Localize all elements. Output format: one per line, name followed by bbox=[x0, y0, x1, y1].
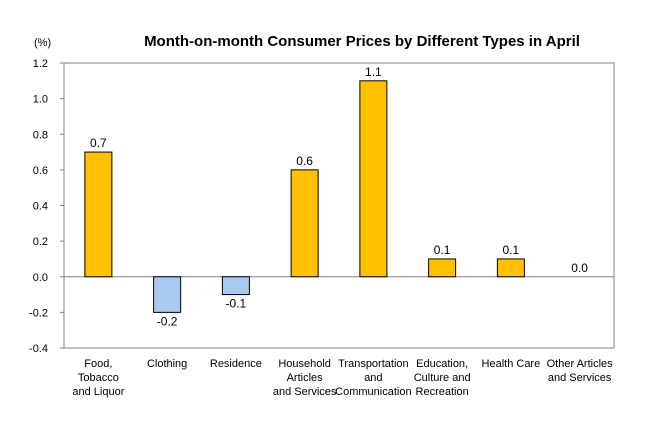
bar bbox=[221, 276, 250, 296]
category-label: Household bbox=[278, 358, 331, 370]
category-label: and Services bbox=[273, 386, 337, 398]
category-label: Education, bbox=[416, 358, 468, 370]
category-label: Articles bbox=[287, 372, 324, 384]
category-label: Recreation bbox=[416, 386, 469, 398]
data-label: 0.1 bbox=[503, 243, 520, 257]
category-label: and Liquor bbox=[72, 386, 124, 398]
data-label: 1.1 bbox=[365, 65, 382, 79]
bar bbox=[496, 258, 525, 278]
category-label: Food, bbox=[84, 358, 112, 370]
y-tick-label: 0.6 bbox=[33, 165, 48, 177]
plot-frame bbox=[63, 62, 615, 349]
data-label: 0.6 bbox=[296, 154, 313, 168]
data-label: -0.2 bbox=[157, 314, 178, 328]
unit-label: (%) bbox=[34, 37, 51, 49]
y-tick-label: 1.2 bbox=[33, 58, 48, 70]
data-label: 0.1 bbox=[434, 243, 451, 257]
category-label: Residence bbox=[210, 358, 262, 370]
y-tick-label: 0.4 bbox=[33, 201, 48, 213]
y-tick-label: -0.4 bbox=[29, 343, 48, 355]
plot-area: 1.2 1.0 0.8 0.6 0.4 0.2 0.0 -0.2 -0.4 0.7 Food, Tob… bbox=[29, 58, 615, 398]
category-label: and Services bbox=[548, 372, 612, 384]
category-label: Health Care bbox=[482, 358, 541, 370]
category-label: Transportation bbox=[338, 358, 409, 370]
bar bbox=[359, 80, 388, 278]
category-label: Other Articles bbox=[547, 358, 614, 370]
y-tick-label: 0.0 bbox=[33, 272, 48, 284]
bar bbox=[428, 258, 457, 278]
category-label: Communication bbox=[335, 386, 411, 398]
bar bbox=[84, 151, 113, 278]
data-label: 0.7 bbox=[90, 136, 107, 150]
category-label: and bbox=[364, 372, 382, 384]
category-label: Clothing bbox=[147, 358, 187, 370]
y-tick-label: 0.8 bbox=[33, 129, 48, 141]
category-label: Tobacco bbox=[78, 372, 119, 384]
data-label: -0.1 bbox=[226, 297, 247, 311]
y-tick-label: -0.2 bbox=[29, 307, 48, 319]
y-tick-label: 0.2 bbox=[33, 236, 48, 248]
category-label: Culture and bbox=[414, 372, 471, 384]
data-label: 0.0 bbox=[571, 261, 588, 275]
bar bbox=[153, 276, 182, 313]
chart-title: Month-on-month Consumer Prices by Differ… bbox=[144, 33, 580, 50]
y-tick-label: 1.0 bbox=[33, 94, 48, 106]
bar bbox=[290, 169, 319, 278]
